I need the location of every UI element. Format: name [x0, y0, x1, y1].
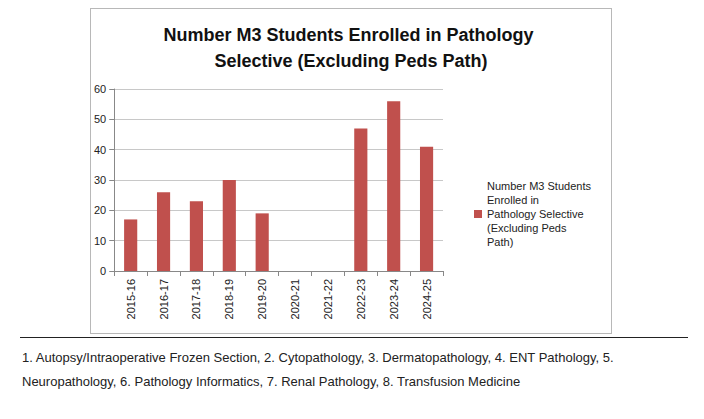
svg-text:Selective (Excluding Peds Path: Selective (Excluding Peds Path)	[214, 51, 487, 71]
svg-text:2024-25: 2024-25	[421, 279, 433, 319]
svg-text:10: 10	[94, 235, 106, 247]
svg-text:40: 40	[94, 144, 106, 156]
svg-text:60: 60	[94, 83, 106, 95]
svg-text:2022-23: 2022-23	[355, 279, 367, 319]
svg-text:20: 20	[94, 204, 106, 216]
svg-text:2017-18: 2017-18	[190, 279, 202, 319]
svg-text:2023-24: 2023-24	[388, 279, 400, 319]
svg-text:Path): Path)	[487, 236, 513, 248]
svg-text:2016-17: 2016-17	[158, 279, 170, 319]
html-text:1. Autopsy/Intraoperative Froz: 1. Autopsy/Intraoperative Frozen Section…	[22, 350, 614, 389]
svg-text:50: 50	[94, 113, 106, 125]
svg-text:0: 0	[100, 265, 106, 277]
svg-text:2019-20: 2019-20	[256, 279, 268, 319]
svg-text:Enrolled in: Enrolled in	[487, 194, 539, 206]
svg-text:(Excluding Peds: (Excluding Peds	[487, 222, 567, 234]
svg-text:Number M3 Students Enrolled in: Number M3 Students Enrolled in Pathology	[163, 25, 538, 45]
svg-text:2021-22: 2021-22	[322, 279, 334, 319]
svg-text:30: 30	[94, 174, 106, 186]
svg-text:Number M3 Students: Number M3 Students	[487, 180, 591, 192]
svg-text:2020-21: 2020-21	[289, 279, 301, 319]
svg-text:2015-16: 2015-16	[125, 279, 137, 319]
svg-text:Pathology Selective: Pathology Selective	[487, 208, 584, 220]
svg-text:2018-19: 2018-19	[223, 279, 235, 319]
